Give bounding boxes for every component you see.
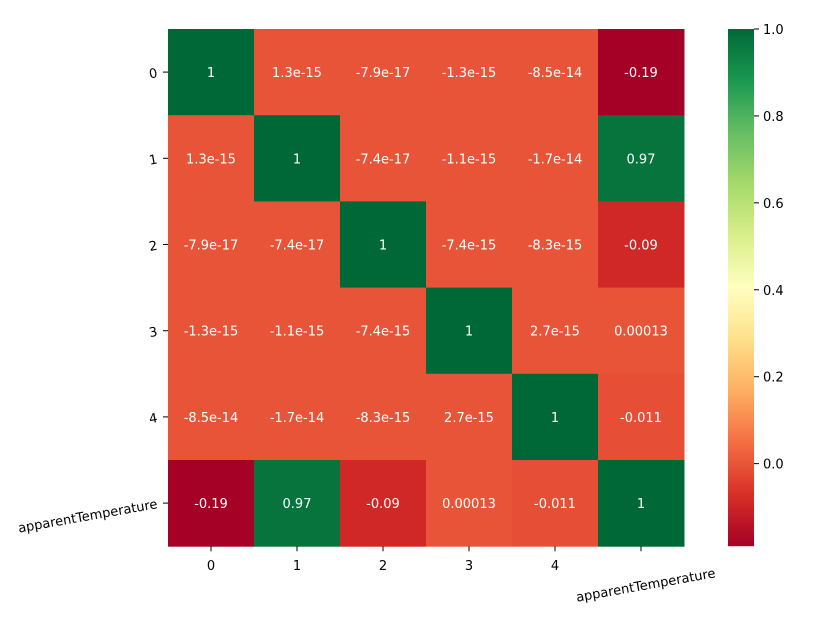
cell-annotation: 0.97: [627, 152, 656, 167]
colorbar-tick-label: 0.8: [763, 110, 784, 125]
x-tick-label: 0: [207, 559, 215, 574]
x-tick-label: 4: [551, 559, 559, 574]
cell-annotation: 0.97: [283, 497, 312, 512]
heatmap-cell: [168, 373, 255, 461]
heatmap-cell: [168, 287, 255, 375]
cell-annotation: 0.00013: [442, 497, 496, 512]
heatmap-cell: [254, 373, 341, 461]
y-tick-label: 1: [148, 152, 159, 168]
cell-annotation: -0.011: [620, 411, 662, 426]
heatmap-cell: [598, 373, 685, 461]
heatmap-cell: [512, 460, 599, 547]
heatmap-cell: [512, 287, 599, 375]
cell-annotation: -1.7e-14: [528, 152, 583, 167]
heatmap-cell: [426, 460, 513, 547]
heatmap-cell: [512, 373, 599, 461]
heatmap-cell: [254, 29, 341, 116]
heatmap-cell: [168, 115, 255, 202]
heatmap-cell: [168, 29, 255, 116]
cell-annotation: 1: [551, 411, 559, 426]
cell-annotation: 2.7e-15: [530, 325, 580, 340]
y-tick-label: 3: [148, 325, 159, 341]
cell-annotation: -8.5e-14: [184, 411, 239, 426]
colorbar: 1.0 0.8 0.6 0.4 0.2 0.0: [728, 23, 784, 547]
colorbar-tick-label: 0.2: [763, 371, 784, 386]
cell-annotation: -1.1e-15: [270, 325, 325, 340]
cell-annotation: 1: [637, 497, 645, 512]
cell-annotation: -1.7e-14: [270, 411, 325, 426]
colorbar-tick-label: 0.6: [763, 197, 784, 212]
heatmap-cell: [340, 115, 427, 202]
heatmap-cell: [254, 201, 341, 289]
cell-annotation: -7.9e-17: [356, 66, 411, 81]
heatmap-cell: [512, 201, 599, 289]
cell-annotation: -0.19: [624, 66, 658, 81]
heatmap-annotations: 1 1.3e-15 -7.9e-17 -1.3e-15 -8.5e-14 -0.19 1.3…: [184, 66, 668, 512]
x-tick-label: 3: [465, 559, 473, 574]
heatmap-cell: [340, 373, 427, 461]
cell-annotation: -0.011: [534, 497, 576, 512]
heatmap-cell: [426, 201, 513, 289]
heatmap-cell: [426, 287, 513, 375]
heatmap-cell: [512, 115, 599, 202]
cell-annotation: -8.3e-15: [528, 239, 583, 254]
cell-annotation: -7.4e-17: [356, 152, 411, 167]
colorbar-gradient: [728, 29, 754, 547]
cell-annotation: -1.3e-15: [184, 325, 239, 340]
heatmap-cell: [340, 460, 427, 547]
heatmap-cell: [598, 29, 685, 116]
y-tick-label: apparentTemperature: [17, 497, 159, 536]
x-axis: 0 1 2 3 4 apparentTemperature: [207, 546, 717, 606]
y-tick-label: 2: [148, 239, 159, 255]
y-tick-label: 4: [148, 411, 159, 427]
heatmap-cell: [254, 287, 341, 375]
x-tick-label: 2: [379, 559, 387, 574]
heatmap-cell: [340, 29, 427, 116]
colorbar-tick-label: 1.0: [763, 23, 784, 38]
cell-annotation: -8.3e-15: [356, 411, 411, 426]
x-tick-label: apparentTemperature: [575, 566, 717, 605]
cell-annotation: -1.3e-15: [442, 66, 497, 81]
cell-annotation: 2.7e-15: [444, 411, 494, 426]
heatmap-cell: [426, 115, 513, 202]
cell-annotation: 1: [465, 325, 473, 340]
heatmap-cell: [168, 460, 255, 547]
heatmap-cell: [426, 373, 513, 461]
heatmap-cell: [512, 29, 599, 116]
heatmap-cell: [426, 29, 513, 116]
heatmap-cell: [254, 460, 341, 547]
x-tick-label: 1: [293, 559, 301, 574]
heatmap-cell: [340, 201, 427, 289]
colorbar-tick-label: 0.0: [763, 458, 784, 473]
heatmap-cell: [168, 201, 255, 289]
cell-annotation: -7.9e-17: [184, 239, 239, 254]
heatmap-cell: [340, 287, 427, 375]
heatmap-cell: [598, 201, 685, 289]
cell-annotation: 1.3e-15: [272, 66, 322, 81]
y-tick-label: 0: [148, 66, 159, 82]
heatmap-cell: [598, 287, 685, 375]
cell-annotation: -0.19: [194, 497, 228, 512]
cell-annotation: 1: [379, 239, 387, 254]
cell-annotation: -0.09: [624, 239, 658, 254]
cell-annotation: 1.3e-15: [186, 152, 236, 167]
cell-annotation: -7.4e-15: [442, 239, 497, 254]
cell-annotation: -7.4e-15: [356, 325, 411, 340]
cell-annotation: -1.1e-15: [442, 152, 497, 167]
heatmap-cell: [254, 115, 341, 202]
cell-annotation: 1: [207, 66, 215, 81]
cell-annotation: -8.5e-14: [528, 66, 583, 81]
y-axis: 0 1 2 3 4 apparentTemperature: [17, 66, 168, 537]
cell-annotation: 0.00013: [614, 325, 668, 340]
cell-annotation: -7.4e-17: [270, 239, 325, 254]
heatmap-cell: [598, 460, 685, 547]
heatmap-cell: [598, 115, 685, 202]
heatmap-cells: [168, 29, 685, 547]
cell-annotation: -0.09: [366, 497, 400, 512]
cell-annotation: 1: [293, 152, 301, 167]
colorbar-tick-label: 0.4: [763, 284, 784, 299]
